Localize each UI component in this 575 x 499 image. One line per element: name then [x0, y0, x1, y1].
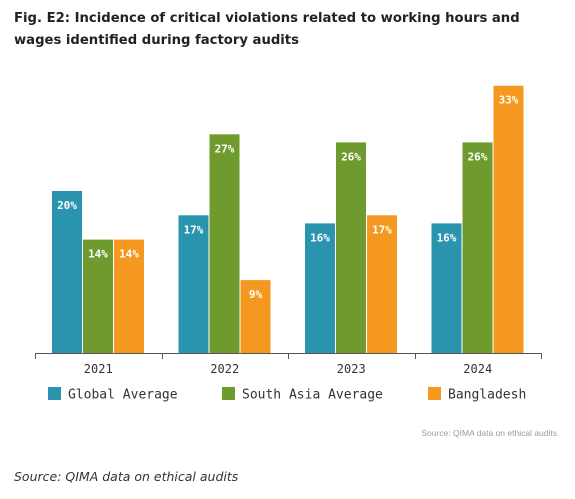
legend-label-south-asia-average: South Asia Average [242, 388, 383, 403]
x-axis: 2021 2022 2023 2024 [35, 353, 542, 376]
x-tick-label-2021: 2021 [84, 362, 113, 376]
bar-south-asia-average-2021 [83, 239, 113, 353]
data-label-south-asia-average-2024: 26% [468, 150, 488, 163]
data-label-bangladesh-2024: 33% [499, 94, 519, 107]
chart-source-note: Source: QIMA data on ethical audits [421, 428, 557, 438]
legend-swatch-global-average [48, 387, 61, 400]
legend-label-bangladesh: Bangladesh [448, 388, 526, 403]
bar-south-asia-average-2022 [209, 134, 240, 353]
data-label-bangladesh-2021: 14% [119, 248, 139, 261]
bar-south-asia-average-2023 [336, 142, 366, 353]
legend-swatch-south-asia-average [222, 387, 235, 400]
data-label-global-average-2023: 16% [310, 231, 330, 244]
data-label-south-asia-average-2023: 26% [341, 150, 361, 163]
figure-source-caption: Source: QIMA data on ethical audits [14, 469, 239, 484]
data-label-south-asia-average-2022: 27% [215, 142, 235, 155]
bars-layer [52, 85, 524, 353]
data-label-bangladesh-2022: 9% [249, 288, 263, 301]
bar-global-average-2022 [178, 215, 209, 353]
bar-bangladesh-2022 [240, 280, 271, 353]
bar-south-asia-average-2024 [462, 142, 493, 353]
data-label-bangladesh-2023: 17% [372, 223, 392, 236]
bar-bangladesh-2023 [367, 215, 397, 353]
x-tick-label-2024: 2024 [463, 362, 492, 376]
bar-global-average-2023 [305, 223, 335, 353]
x-tick-label-2023: 2023 [337, 362, 366, 376]
data-labels-layer: 20% 14% 14% 17% 27% 9% 16% 26% 17% 16% 26% 33% [57, 94, 519, 301]
legend-swatch-bangladesh [428, 387, 441, 400]
data-label-global-average-2024: 16% [437, 231, 457, 244]
legend-label-global-average: Global Average [68, 388, 178, 403]
data-label-global-average-2022: 17% [184, 223, 204, 236]
bar-bangladesh-2021 [114, 239, 144, 353]
x-tick-label-2022: 2022 [210, 362, 239, 376]
bar-global-average-2021 [52, 191, 82, 353]
data-label-global-average-2021: 20% [57, 199, 77, 212]
bar-global-average-2024 [431, 223, 462, 353]
data-label-south-asia-average-2021: 14% [88, 248, 108, 261]
chart-title: Fig. E2: Incidence of critical violation… [14, 11, 520, 48]
bar-bangladesh-2024 [493, 85, 524, 353]
legend: Global Average South Asia Average Banglade… [48, 387, 526, 403]
